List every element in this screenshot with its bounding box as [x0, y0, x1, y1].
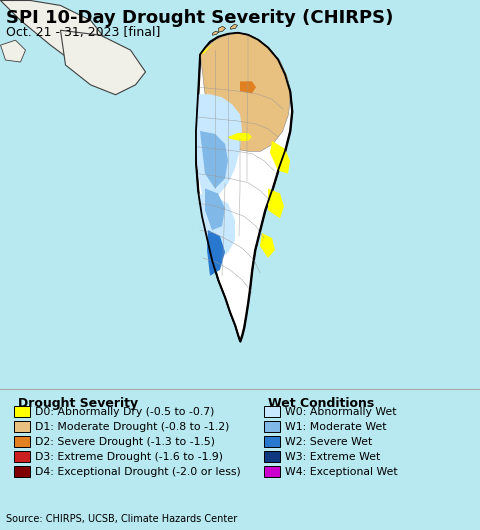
- Bar: [264, 466, 280, 478]
- Text: SPI 10-Day Drought Severity (CHIRPS): SPI 10-Day Drought Severity (CHIRPS): [6, 9, 394, 27]
- Bar: [264, 452, 280, 463]
- Text: D0: Abnormally Dry (-0.5 to -0.7): D0: Abnormally Dry (-0.5 to -0.7): [35, 407, 215, 417]
- Text: Source: CHIRPS, UCSB, Climate Hazards Center: Source: CHIRPS, UCSB, Climate Hazards Ce…: [6, 514, 237, 524]
- Text: Wet Conditions: Wet Conditions: [268, 397, 374, 410]
- Bar: [14, 466, 30, 478]
- Text: W1: Moderate Wet: W1: Moderate Wet: [285, 422, 386, 432]
- Bar: [14, 421, 30, 432]
- Text: W3: Extreme Wet: W3: Extreme Wet: [285, 452, 380, 462]
- Text: W4: Exceptional Wet: W4: Exceptional Wet: [285, 467, 397, 477]
- Bar: [14, 452, 30, 463]
- Text: D2: Severe Drought (-1.3 to -1.5): D2: Severe Drought (-1.3 to -1.5): [35, 437, 215, 447]
- Bar: [14, 407, 30, 418]
- Text: W2: Severe Wet: W2: Severe Wet: [285, 437, 372, 447]
- Text: W0: Abnormally Wet: W0: Abnormally Wet: [285, 407, 396, 417]
- Bar: [264, 421, 280, 432]
- Bar: [14, 436, 30, 447]
- Text: D4: Exceptional Drought (-2.0 or less): D4: Exceptional Drought (-2.0 or less): [35, 467, 241, 477]
- Text: Oct. 21 - 31, 2023 [final]: Oct. 21 - 31, 2023 [final]: [6, 26, 160, 39]
- Text: D3: Extreme Drought (-1.6 to -1.9): D3: Extreme Drought (-1.6 to -1.9): [35, 452, 223, 462]
- Text: Drought Severity: Drought Severity: [18, 397, 138, 410]
- Bar: [264, 407, 280, 418]
- Bar: [264, 436, 280, 447]
- Text: D1: Moderate Drought (-0.8 to -1.2): D1: Moderate Drought (-0.8 to -1.2): [35, 422, 229, 432]
